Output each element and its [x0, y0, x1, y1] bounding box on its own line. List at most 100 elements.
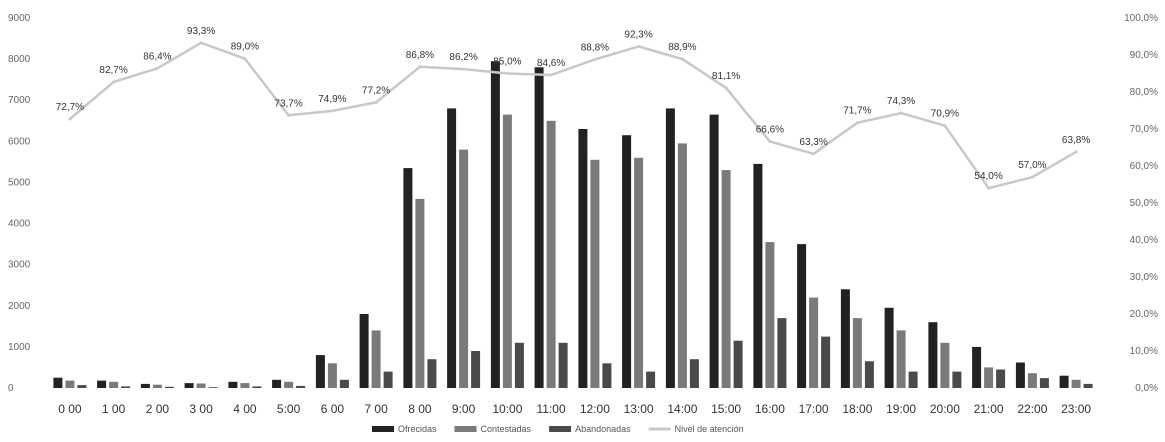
- x-tick-label: 11:00: [537, 402, 566, 416]
- legend-label: Ofrecidas: [398, 424, 437, 434]
- percent-label: 89,0%: [231, 42, 259, 53]
- bar-contestadas-22: [1027, 373, 1037, 388]
- percent-label: 92,3%: [624, 30, 652, 41]
- x-tick-label: 7 00: [364, 402, 388, 416]
- attention-point-0: [68, 117, 72, 121]
- bar-ofrecidas-23: [1059, 375, 1069, 388]
- y-right-tick-label: 90,0%: [1130, 50, 1158, 61]
- percent-label: 77,2%: [362, 85, 390, 96]
- x-tick-label: 10:00: [492, 402, 522, 416]
- bar-ofrecidas-6: [315, 355, 325, 388]
- bar-abandonadas-1: [121, 386, 131, 388]
- y-right-tick-label: 80,0%: [1130, 87, 1158, 98]
- x-tick-label: 23:00: [1061, 402, 1091, 416]
- attention-line: [68, 41, 1078, 190]
- percent-label: 70,9%: [931, 109, 959, 120]
- attention-point-23: [1074, 150, 1078, 154]
- y-left-tick-label: 9000: [8, 13, 31, 24]
- bar-abandonadas-23: [1083, 383, 1093, 388]
- bar-abandonadas-6: [339, 379, 349, 388]
- bar-contestadas-11: [546, 120, 556, 389]
- bar-ofrecidas-15: [709, 114, 719, 388]
- bar-ofrecidas-22: [1015, 362, 1025, 388]
- y-left-tick-label: 2000: [8, 301, 31, 312]
- y-left-tick-label: 0: [8, 383, 14, 394]
- y-left-tick-label: 4000: [8, 219, 31, 230]
- bar-contestadas-5: [284, 381, 294, 388]
- attention-point-4: [243, 57, 247, 61]
- bar-ofrecidas-14: [665, 108, 675, 389]
- attention-point-8: [418, 65, 422, 69]
- x-tick-label: 13:00: [624, 402, 654, 416]
- y-left-tick-label: 5000: [8, 177, 31, 188]
- legend-swatch: [549, 426, 572, 432]
- percent-label: 57,0%: [1018, 160, 1046, 171]
- bar-contestadas-15: [721, 170, 731, 388]
- legend-label: Abandonadas: [575, 424, 631, 434]
- attention-point-6: [330, 109, 334, 113]
- bar-ofrecidas-9: [447, 108, 457, 389]
- percent-label: 82,7%: [99, 65, 127, 76]
- y-left-tick-label: 6000: [8, 136, 31, 147]
- legend-label: Contestadas: [481, 424, 532, 434]
- legend-swatch: [454, 426, 477, 432]
- legend: Ofrecidas Contestadas Abandonadas Nivel de …: [372, 424, 744, 434]
- percent-label: 74,9%: [318, 94, 346, 105]
- bar-contestadas-3: [196, 383, 206, 388]
- bar-abandonadas-3: [208, 387, 218, 388]
- attention-point-3: [199, 41, 203, 45]
- attention-point-1: [112, 80, 116, 84]
- bar-contestadas-7: [371, 330, 381, 388]
- x-tick-label: 17:00: [799, 402, 829, 416]
- x-tick-label: 12:00: [580, 402, 610, 416]
- x-tick-label: 0 00: [58, 402, 82, 416]
- y-right-tick-label: 70,0%: [1130, 124, 1158, 135]
- bar-abandonadas-21: [996, 369, 1006, 388]
- y-left-tick-label: 3000: [8, 260, 31, 271]
- x-tick-label: 19:00: [886, 402, 916, 416]
- x-tick-label: 6 00: [321, 402, 345, 416]
- bar-ofrecidas-19: [884, 307, 894, 388]
- bar-ofrecidas-2: [140, 383, 150, 388]
- x-axis: 0 00 1 00 2 00 3 00 4 00 5:00 6 00 7 00 8 00 9:00…: [58, 402, 1091, 416]
- percent-label: 73,7%: [274, 98, 302, 109]
- attention-point-14: [680, 57, 684, 61]
- x-tick-label: 15:00: [711, 402, 741, 416]
- x-tick-label: 20:00: [930, 402, 960, 416]
- x-tick-label: 1 00: [102, 402, 126, 416]
- y-right-tick-label: 60,0%: [1130, 161, 1158, 172]
- percent-label: 93,3%: [187, 26, 215, 37]
- x-tick-label: 4 00: [233, 402, 257, 416]
- bar-ofrecidas-4: [228, 381, 238, 388]
- bar-contestadas-18: [852, 318, 862, 388]
- bar-abandonadas-19: [908, 371, 918, 388]
- percent-label: 86,4%: [143, 51, 171, 62]
- bar-ofrecidas-18: [840, 289, 850, 388]
- percent-label: 88,8%: [581, 42, 609, 53]
- bar-contestadas-23: [1071, 379, 1081, 388]
- percent-label: 88,9%: [668, 42, 696, 53]
- y-right-tick-label: 20,0%: [1130, 309, 1158, 320]
- bar-contestadas-1: [109, 381, 119, 388]
- x-tick-label: 14:00: [667, 402, 697, 416]
- y-axis-right: 0,0% 10,0% 20,0% 30,0% 40,0% 50,0% 60,0% 70,0% 8…: [1124, 13, 1158, 394]
- attention-line-path: [69, 41, 1077, 190]
- attention-point-9: [462, 67, 466, 71]
- bar-abandonadas-17: [821, 336, 831, 388]
- bar-abandonadas-16: [777, 318, 787, 388]
- bar-ofrecidas-10: [490, 61, 500, 388]
- bar-abandonadas-18: [864, 361, 874, 388]
- x-tick-label: 22:00: [1017, 402, 1047, 416]
- x-tick-label: 16:00: [755, 402, 785, 416]
- bar-ofrecidas-1: [97, 380, 107, 388]
- x-tick-label: 9:00: [452, 402, 476, 416]
- bar-ofrecidas-16: [753, 163, 763, 388]
- percent-label: 74,3%: [887, 96, 915, 107]
- bar-contestadas-10: [502, 114, 512, 388]
- bar-ofrecidas-17: [797, 244, 807, 388]
- x-tick-label: 2 00: [146, 402, 170, 416]
- attention-point-11: [549, 73, 553, 77]
- bar-abandonadas-5: [296, 385, 306, 388]
- attention-point-21: [987, 186, 991, 190]
- x-tick-label: 21:00: [974, 402, 1004, 416]
